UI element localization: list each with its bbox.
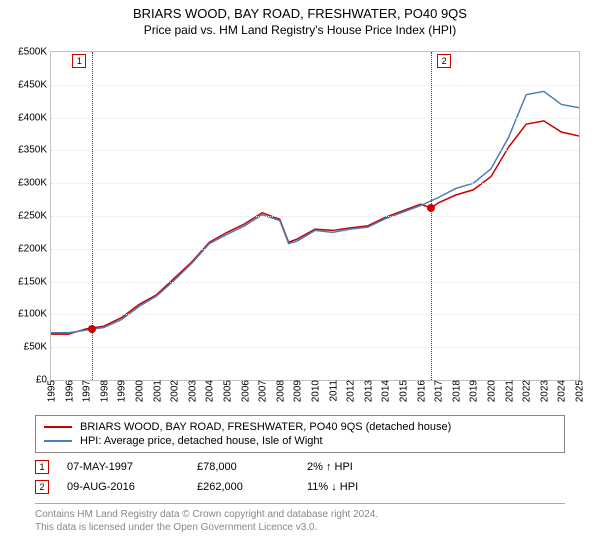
x-tick-label: 2021: [502, 380, 515, 402]
x-tick-label: 2001: [150, 380, 163, 402]
sale-point-dot: [88, 325, 96, 333]
y-tick-label: £150K: [18, 276, 51, 287]
x-tick-label: 1998: [97, 380, 110, 402]
x-tick-label: 2006: [238, 380, 251, 402]
event-row: 1 07-MAY-1997£78,0002% ↑ HPI: [35, 457, 565, 477]
x-tick-label: 1995: [45, 380, 58, 402]
event-vline: [431, 52, 432, 380]
plot-region: £0£50K£100K£150K£200K£250K£300K£350K£400…: [50, 51, 580, 381]
y-gridline: [51, 118, 579, 119]
y-tick-label: £300K: [18, 178, 51, 189]
x-tick-label: 2002: [168, 380, 181, 402]
y-gridline: [51, 347, 579, 348]
x-tick-label: 2025: [573, 380, 586, 402]
x-tick-label: 2014: [379, 380, 392, 402]
y-tick-label: £100K: [18, 309, 51, 320]
x-tick-label: 2004: [203, 380, 216, 402]
y-tick-label: £400K: [18, 112, 51, 123]
event-index-marker: 2: [35, 480, 49, 494]
event-date: 09-AUG-2016: [67, 481, 197, 493]
chart-subtitle: Price paid vs. HM Land Registry's House …: [0, 21, 600, 41]
legend-swatch: [44, 426, 72, 428]
x-tick-label: 1997: [80, 380, 93, 402]
chart-container: BRIARS WOOD, BAY ROAD, FRESHWATER, PO40 …: [0, 0, 600, 560]
y-gridline: [51, 314, 579, 315]
x-tick-label: 2015: [397, 380, 410, 402]
x-tick-label: 2022: [520, 380, 533, 402]
y-tick-label: £200K: [18, 243, 51, 254]
x-tick-label: 2024: [555, 380, 568, 402]
event-delta: 2% ↑ HPI: [307, 461, 353, 473]
y-gridline: [51, 249, 579, 250]
x-tick-label: 2007: [256, 380, 269, 402]
x-tick-label: 2011: [326, 380, 339, 402]
y-gridline: [51, 282, 579, 283]
y-gridline: [51, 216, 579, 217]
event-delta: 11% ↓ HPI: [307, 481, 358, 493]
sale-point-dot: [427, 204, 435, 212]
footer-line-1: Contains HM Land Registry data © Crown c…: [35, 508, 565, 521]
y-gridline: [51, 183, 579, 184]
event-index-marker: 1: [35, 460, 49, 474]
footer-line-2: This data is licensed under the Open Gov…: [35, 521, 565, 534]
legend-label: BRIARS WOOD, BAY ROAD, FRESHWATER, PO40 …: [80, 421, 451, 433]
x-tick-label: 2003: [185, 380, 198, 402]
event-marker-box: 1: [72, 54, 86, 68]
event-marker-box: 2: [437, 54, 451, 68]
chart-title: BRIARS WOOD, BAY ROAD, FRESHWATER, PO40 …: [0, 0, 600, 21]
x-tick-label: 2023: [537, 380, 550, 402]
x-tick-label: 2016: [414, 380, 427, 402]
x-tick-label: 1996: [62, 380, 75, 402]
legend-swatch: [44, 440, 72, 442]
x-tick-label: 2000: [133, 380, 146, 402]
x-tick-label: 2009: [291, 380, 304, 402]
x-tick-label: 2008: [273, 380, 286, 402]
event-price: £262,000: [197, 481, 307, 493]
y-tick-label: £350K: [18, 145, 51, 156]
y-gridline: [51, 150, 579, 151]
footer-attribution: Contains HM Land Registry data © Crown c…: [35, 508, 565, 534]
event-price: £78,000: [197, 461, 307, 473]
series-line: [51, 91, 579, 332]
x-tick-label: 1999: [115, 380, 128, 402]
chart-area: £0£50K£100K£150K£200K£250K£300K£350K£400…: [50, 41, 580, 411]
y-tick-label: £250K: [18, 211, 51, 222]
x-tick-label: 2019: [467, 380, 480, 402]
y-tick-label: £50K: [24, 342, 51, 353]
legend: BRIARS WOOD, BAY ROAD, FRESHWATER, PO40 …: [35, 415, 565, 453]
x-tick-label: 2013: [361, 380, 374, 402]
x-tick-label: 2012: [344, 380, 357, 402]
x-tick-label: 2010: [309, 380, 322, 402]
y-gridline: [51, 85, 579, 86]
y-tick-label: £450K: [18, 79, 51, 90]
legend-item: HPI: Average price, detached house, Isle…: [44, 434, 556, 448]
y-tick-label: £500K: [18, 47, 51, 58]
event-row: 2 09-AUG-2016£262,00011% ↓ HPI: [35, 477, 565, 497]
x-tick-label: 2020: [485, 380, 498, 402]
legend-item: BRIARS WOOD, BAY ROAD, FRESHWATER, PO40 …: [44, 420, 556, 434]
x-tick-label: 2005: [221, 380, 234, 402]
legend-label: HPI: Average price, detached house, Isle…: [80, 435, 323, 447]
event-table: 1 07-MAY-1997£78,0002% ↑ HPI 2 09-AUG-2016£…: [35, 457, 565, 504]
x-tick-label: 2017: [432, 380, 445, 402]
event-date: 07-MAY-1997: [67, 461, 197, 473]
x-tick-label: 2018: [449, 380, 462, 402]
